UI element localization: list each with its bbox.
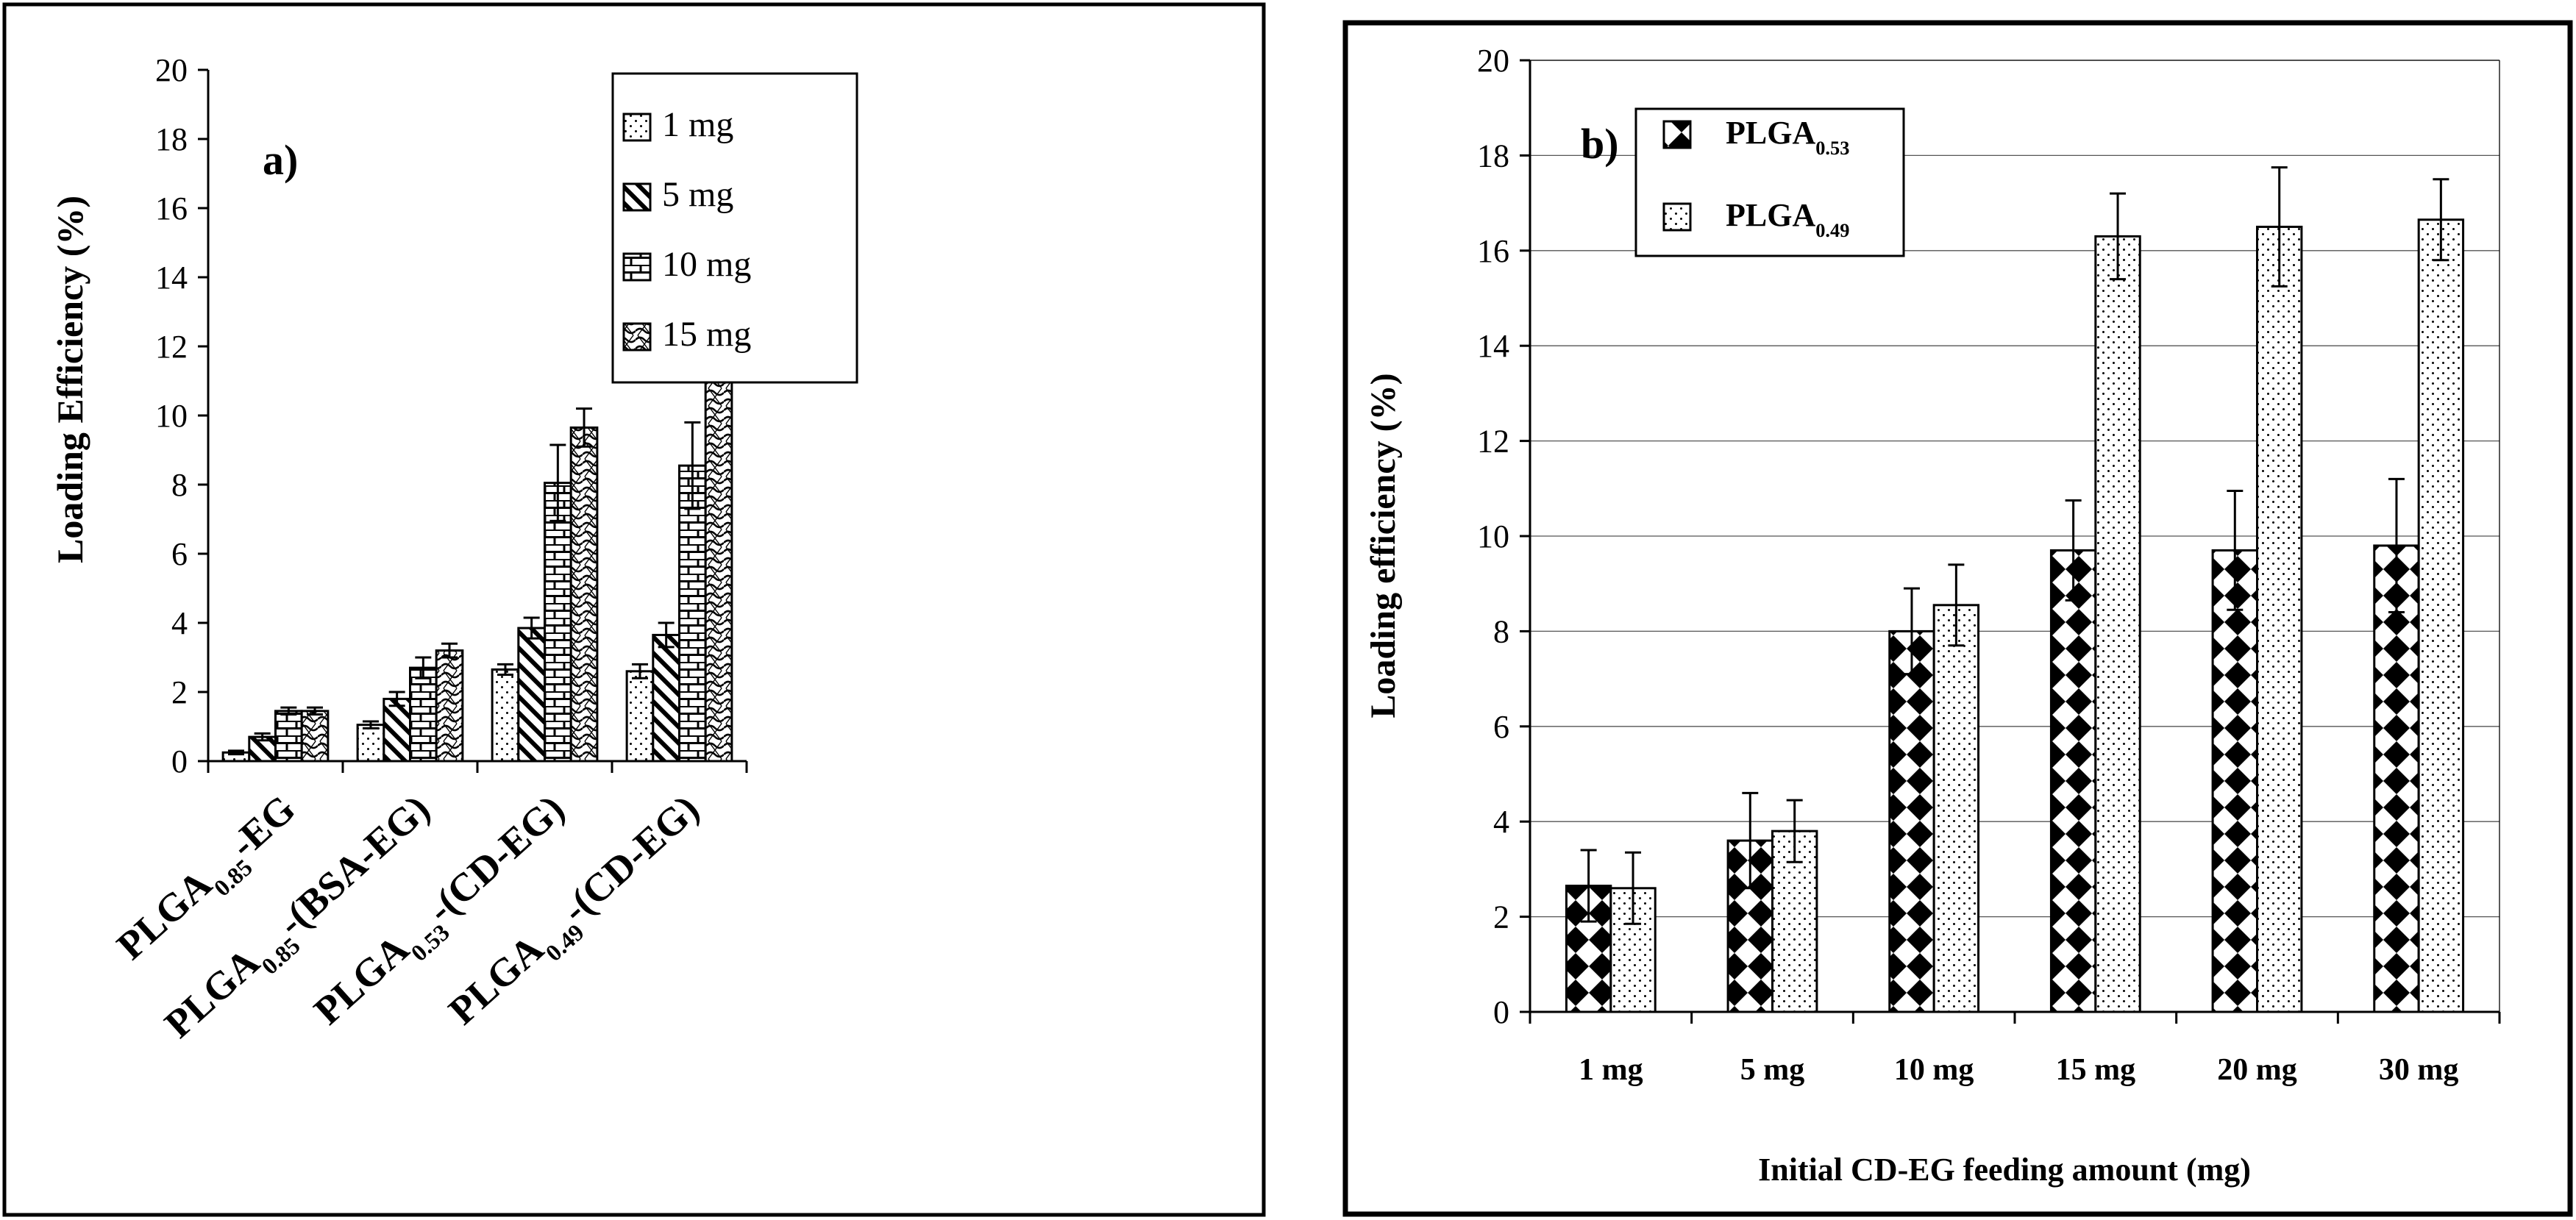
y-tick-label: 18 [155, 121, 188, 157]
bar [569, 426, 599, 763]
y-tick-label: 2 [171, 674, 188, 710]
legend: PLGA0.53 PLGA0.49 [1634, 107, 1905, 257]
bar [625, 670, 655, 763]
bar [2094, 235, 2141, 1013]
y-tick-label: 6 [171, 536, 188, 572]
bar [2211, 549, 2258, 1013]
bar [2417, 218, 2465, 1013]
y-tick-label: 18 [1477, 138, 1509, 174]
bar [356, 724, 385, 763]
y-tick-label: 16 [1477, 233, 1509, 269]
y-axis-label: Loading efficiency (%) [1364, 373, 1403, 718]
legend-swatch [1662, 202, 1692, 232]
bar [2049, 549, 2097, 1013]
bar [544, 482, 572, 763]
x-tick-label: 1 mg [1579, 1053, 1643, 1087]
legend-swatch [622, 322, 652, 352]
y-tick-label: 8 [1493, 613, 1509, 649]
panel-label: b) [1581, 120, 1619, 168]
legend-label: PLGA0.49 [1726, 197, 1849, 241]
legend: 1 mg 5 mg 10 mg 15 mg [611, 72, 858, 384]
y-tick-label: 14 [1477, 328, 1509, 364]
y-tick-label: 0 [1493, 994, 1509, 1030]
bar [409, 666, 438, 763]
y-tick-label: 20 [1477, 43, 1509, 79]
legend-swatch [1662, 120, 1692, 149]
y-tick-label: 0 [171, 743, 188, 780]
x-tick-label: 15 mg [2056, 1053, 2136, 1087]
y-tick-label: 4 [171, 605, 188, 641]
bar [1932, 604, 1980, 1013]
bar [300, 710, 330, 763]
legend-swatch [622, 113, 652, 142]
y-tick-label: 16 [155, 190, 188, 226]
bar [435, 649, 464, 763]
bar [678, 464, 707, 763]
y-tick-label: 2 [1493, 899, 1509, 935]
bar [274, 710, 303, 763]
panel-b-frame [1342, 20, 2573, 1217]
y-tick-label: 12 [1477, 424, 1509, 460]
bar [517, 627, 547, 763]
y-tick-label: 10 [155, 398, 188, 434]
x-tick-label: 20 mg [2217, 1053, 2297, 1087]
bar [491, 668, 520, 763]
y-tick-label: 4 [1493, 804, 1509, 840]
chart-b: 0 2 4 6 8 10 12 14 16 18 20 1 mg 5 mg 10 mg 15 mg 20 m… [1364, 43, 2501, 1188]
bar [2373, 544, 2420, 1013]
bar [652, 633, 681, 763]
x-tick-label: 5 mg [1740, 1053, 1805, 1087]
bar [383, 697, 412, 763]
y-tick-label: 12 [155, 329, 188, 365]
bar [1888, 629, 1935, 1013]
legend-label: 1 mg [662, 105, 733, 144]
x-tick-label: PLGA0.85-(BSA-EG) [156, 786, 445, 1054]
legend-swatch [622, 252, 652, 282]
y-tick-label: 10 [1477, 518, 1509, 554]
legend-label: 10 mg [662, 245, 751, 284]
x-axis-label: Initial CD-EG feeding amount (mg) [1758, 1152, 2251, 1188]
x-tick-label: 10 mg [1894, 1053, 1974, 1087]
legend-label: 5 mg [662, 175, 733, 214]
legend-label: PLGA0.53 [1726, 115, 1849, 159]
panel-label: a) [263, 136, 298, 184]
legend-swatch [622, 182, 652, 212]
y-axis-label: Loading Efficiency (%) [49, 196, 90, 563]
panel-a-frame [2, 2, 1266, 1217]
legend-label: 15 mg [662, 315, 751, 354]
y-tick-label: 14 [155, 260, 188, 296]
x-tick-label: 30 mg [2379, 1053, 2459, 1087]
y-tick-label: 6 [1493, 709, 1509, 745]
y-tick-label: 8 [171, 467, 188, 503]
bar [2256, 225, 2303, 1013]
y-tick-label: 20 [155, 52, 188, 88]
x-tick-label: PLGA0.49-(CD-EG) [440, 786, 714, 1041]
